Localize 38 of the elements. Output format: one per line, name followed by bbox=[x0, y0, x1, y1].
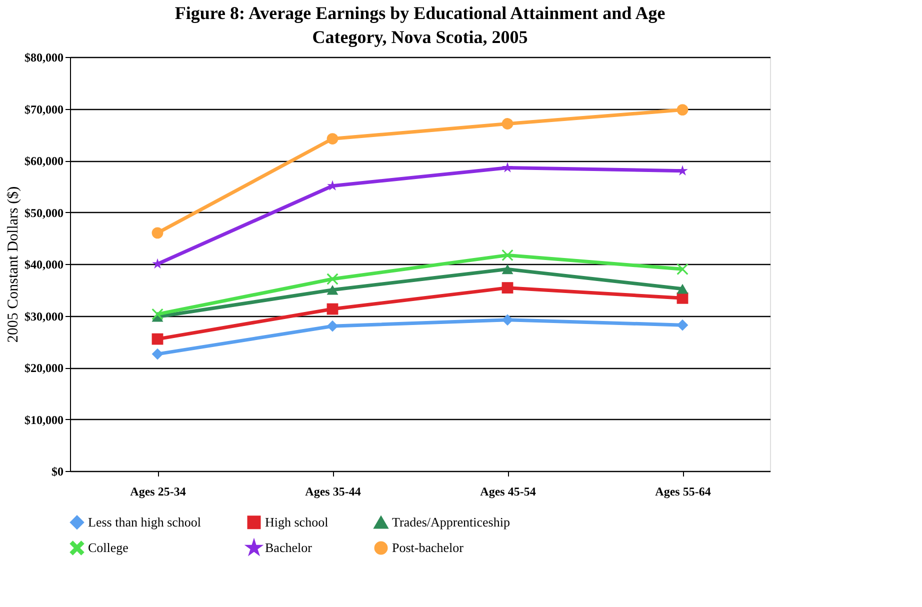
point bbox=[326, 320, 338, 332]
y-tick-label: $40,000 bbox=[24, 258, 64, 272]
x-tick-label: Ages 35-44 bbox=[305, 484, 361, 498]
point bbox=[326, 303, 338, 315]
y-tick-label: $80,000 bbox=[24, 50, 64, 64]
point bbox=[502, 282, 514, 294]
legend-label: Post-bachelor bbox=[392, 540, 464, 555]
legend-label: High school bbox=[265, 514, 329, 530]
point bbox=[152, 227, 164, 239]
x-tick-label: Ages 25-34 bbox=[130, 484, 186, 498]
point bbox=[677, 165, 688, 176]
point bbox=[676, 104, 688, 116]
x-tick-label: Ages 45-54 bbox=[480, 484, 536, 498]
y-tick-label: $50,000 bbox=[24, 206, 64, 220]
legend-label: Bachelor bbox=[265, 540, 313, 555]
point bbox=[676, 319, 688, 331]
point bbox=[502, 118, 514, 130]
legend-label: College bbox=[88, 540, 129, 555]
point bbox=[502, 314, 514, 326]
y-tick-label: $10,000 bbox=[24, 412, 64, 427]
y-tick-label: $70,000 bbox=[24, 102, 64, 116]
point bbox=[676, 284, 688, 294]
point bbox=[502, 264, 514, 274]
y-tick-label: $30,000 bbox=[24, 309, 64, 324]
chart-title: Figure 8: Average Earnings by Educational Attainment and Age Category, Nova Scotia, 2005 bbox=[174, 3, 666, 47]
y-tick-label: $20,000 bbox=[24, 361, 64, 375]
point bbox=[326, 273, 338, 285]
legend-label: Trades/Apprenticeship bbox=[392, 514, 510, 530]
y-tick-label: $60,000 bbox=[24, 154, 64, 168]
y-tick-label: $0 bbox=[52, 464, 64, 478]
point bbox=[152, 333, 164, 345]
point bbox=[326, 133, 338, 144]
y-axis-title: 2005 Constant Dollars ($) bbox=[6, 186, 22, 343]
legend-label: Less than high school bbox=[88, 514, 202, 530]
point bbox=[152, 348, 164, 360]
x-tick-label: Ages 55-64 bbox=[655, 484, 711, 498]
point bbox=[502, 162, 513, 172]
point bbox=[326, 284, 338, 295]
